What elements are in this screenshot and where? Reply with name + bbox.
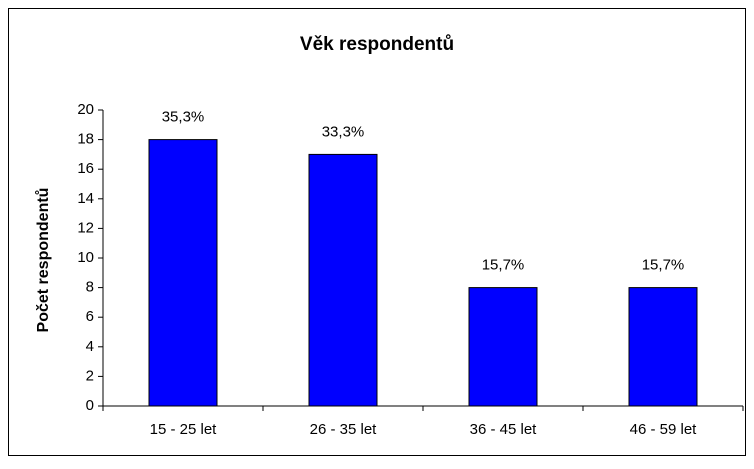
y-tick-label: 4 (86, 338, 94, 355)
data-label: 33,3% (322, 123, 365, 140)
data-label: 15,7% (642, 257, 685, 274)
y-tick-label: 18 (77, 131, 94, 148)
y-tick-label: 8 (86, 279, 94, 296)
bar (148, 139, 218, 407)
bar (628, 287, 698, 407)
y-tick-label: 6 (86, 308, 94, 325)
y-tick-label: 12 (77, 219, 94, 236)
bar (308, 153, 378, 407)
data-label: 35,3% (162, 109, 205, 126)
y-tick-label: 14 (77, 190, 94, 207)
y-tick-label: 0 (86, 397, 94, 414)
x-tick-label: 15 - 25 let (150, 421, 218, 438)
chart-title: Věk respondentů (300, 34, 454, 55)
bar (468, 287, 538, 407)
y-tick-label: 20 (77, 101, 94, 118)
x-tick-label: 26 - 35 let (310, 421, 378, 438)
y-tick-label: 2 (86, 367, 94, 384)
data-label: 15,7% (482, 257, 525, 274)
y-axis-label: Počet respondentů (35, 188, 52, 333)
y-tick-label: 10 (77, 249, 94, 266)
x-tick-label: 36 - 45 let (470, 421, 538, 438)
y-tick-label: 16 (77, 160, 94, 177)
x-tick-label: 46 - 59 let (630, 421, 698, 438)
